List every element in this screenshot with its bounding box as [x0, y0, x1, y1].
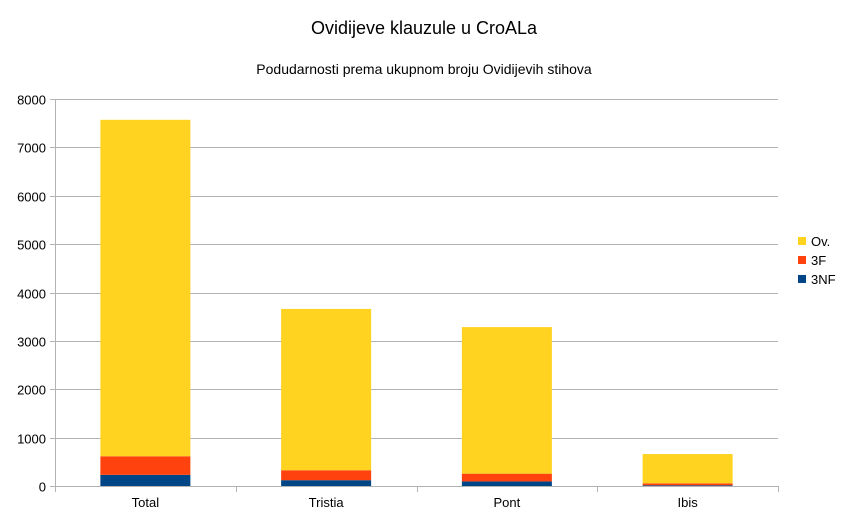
bar-3nf-tristia [281, 480, 372, 486]
bar-3nf-pont [461, 481, 552, 486]
bar-ov-ibis [642, 454, 733, 484]
legend-swatch [798, 256, 806, 264]
y-tick-label: 3000 [17, 335, 46, 350]
legend-label: 3F [811, 253, 826, 268]
y-tick-label: 0 [39, 480, 46, 495]
bar-3f-pont [461, 473, 552, 482]
y-tick-label: 1000 [17, 432, 46, 447]
bar-ov-total [100, 119, 191, 457]
bar-3nf-total [100, 474, 191, 486]
bar-ov-pont [461, 327, 552, 474]
y-tick-label: 4000 [17, 287, 46, 302]
legend-label: Ov. [811, 234, 830, 249]
x-tick-label: Pont [494, 495, 521, 510]
legend-swatch [798, 275, 806, 283]
legend-swatch [798, 237, 806, 245]
y-tick-label: 5000 [17, 238, 46, 253]
chart-subtitle: Podudarnosti prema ukupnom broju Ovidije… [256, 61, 592, 77]
bar-ov-tristia [281, 308, 372, 471]
bar-3f-total [100, 456, 191, 475]
bar-3f-ibis [642, 483, 733, 486]
y-tick-label: 8000 [17, 93, 46, 108]
y-tick-label: 2000 [17, 383, 46, 398]
y-tick-label: 7000 [17, 141, 46, 156]
x-tick-label: Tristia [309, 495, 345, 510]
y-tick-label: 6000 [17, 190, 46, 205]
legend-label: 3NF [811, 272, 836, 287]
bar-3nf-ibis [642, 485, 733, 486]
bar-3f-tristia [281, 470, 372, 481]
x-tick-label: Total [132, 495, 160, 510]
x-tick-label: Ibis [678, 495, 699, 510]
chart-title: Ovidijeve klauzule u CroALa [310, 18, 538, 38]
